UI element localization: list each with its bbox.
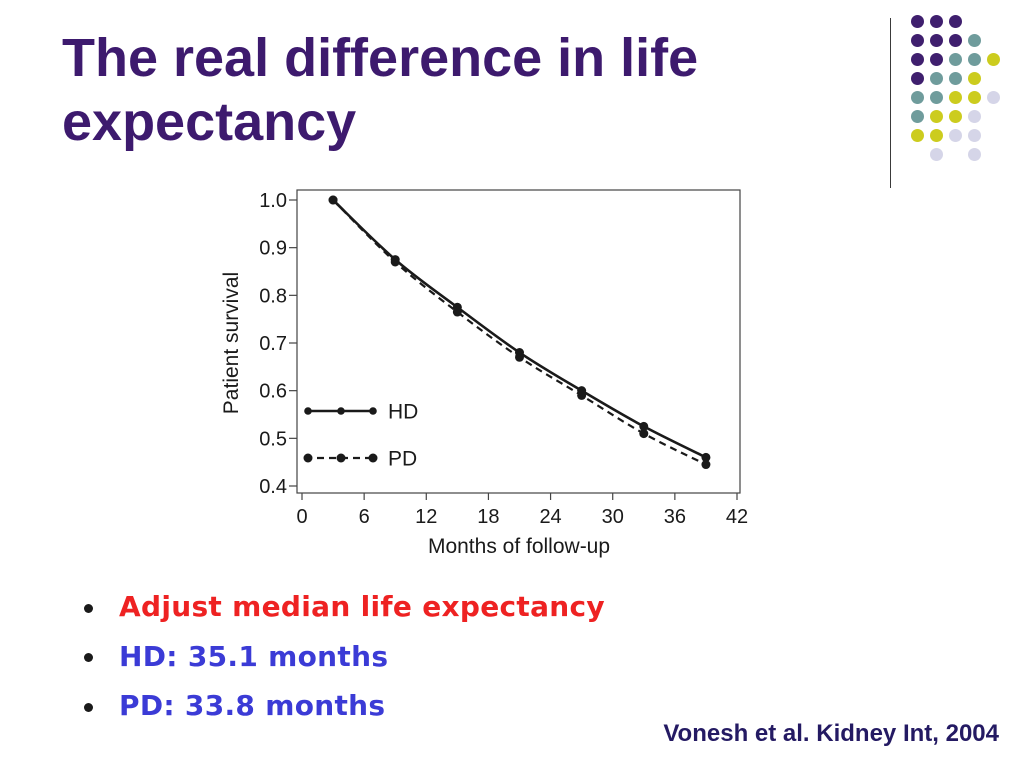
pd-line <box>332 199 707 466</box>
decor-dot <box>968 110 981 123</box>
decor-dot <box>968 34 981 47</box>
y-tick-label: 0.9 <box>259 238 287 260</box>
decor-dot <box>968 129 981 142</box>
decor-dot <box>930 148 943 161</box>
bullet-item: Adjust median life expectancy <box>0 590 800 624</box>
decor-dot <box>930 91 943 104</box>
decor-dot <box>930 110 943 123</box>
pd-point <box>390 257 400 267</box>
x-axis-label: Months of follow-up <box>428 535 610 558</box>
pd-point <box>515 352 524 362</box>
legend-pd-label: PD <box>388 448 417 471</box>
decor-dot <box>911 129 924 142</box>
decor-dot <box>911 15 924 28</box>
decor-dot <box>949 110 962 123</box>
decor-dot <box>930 129 943 142</box>
decor-dot <box>949 91 962 104</box>
decor-dots <box>911 15 1006 167</box>
bullet-icon <box>84 702 93 712</box>
decor-dot <box>949 53 962 66</box>
bullet-list: Adjust median life expectancy HD: 35.1 m… <box>0 590 800 739</box>
decor-dot <box>968 148 981 161</box>
pd-point <box>639 429 649 439</box>
survival-chart: Patient survival Months of follow-up 0.4… <box>220 189 748 558</box>
plot-frame <box>296 189 741 494</box>
decor-dot <box>930 15 943 28</box>
bullet-icon <box>84 603 93 613</box>
bullet-text: Adjust median life expectancy <box>119 590 605 623</box>
decor-dot <box>930 72 943 85</box>
legend-pd-marker <box>303 453 313 463</box>
decor-dot <box>930 34 943 47</box>
hd-point <box>639 421 649 431</box>
bullet-item: HD: 35.1 months <box>0 640 800 674</box>
legend-pd-marker <box>368 453 378 463</box>
divider <box>890 18 891 188</box>
legend-hd-marker <box>304 407 312 415</box>
decor-dot <box>949 72 962 85</box>
y-tick-label: 0.8 <box>259 285 287 307</box>
legend-hd-marker <box>369 407 377 415</box>
legend-hd-label: HD <box>388 401 418 424</box>
y-tick-label: 0.4 <box>259 476 287 498</box>
decor-dot <box>949 34 962 47</box>
y-tick-label: 0.7 <box>259 333 287 355</box>
legend-pd-marker <box>336 453 346 463</box>
x-tick-label: 24 <box>539 506 561 528</box>
legend-hd-marker <box>337 407 345 415</box>
decor-dot <box>968 91 981 104</box>
y-tick-label: 0.6 <box>259 381 287 403</box>
x-tick-label: 12 <box>415 506 437 528</box>
decor-dot <box>968 72 981 85</box>
bullet-text: HD: 35.1 months <box>119 639 389 673</box>
decor-dot <box>968 53 981 66</box>
pd-point <box>577 390 587 400</box>
x-tick-label: 6 <box>359 506 370 528</box>
decor-dot <box>987 91 1000 104</box>
pd-point <box>452 307 462 317</box>
y-axis-label: Patient survival <box>220 272 243 414</box>
decor-dot <box>911 110 924 123</box>
x-tick-label: 0 <box>296 506 307 528</box>
bullet-text: PD: 33.8 months <box>119 689 386 722</box>
decor-dot <box>949 129 962 142</box>
x-tick-label: 42 <box>726 506 748 528</box>
decor-dot <box>930 53 943 66</box>
bullet-item: PD: 33.8 months <box>0 689 800 723</box>
y-tick-label: 1.0 <box>259 190 287 212</box>
x-tick-label: 36 <box>664 506 686 528</box>
decor-dot <box>911 34 924 47</box>
pd-point <box>701 460 711 470</box>
y-tick-label: 0.5 <box>259 428 287 450</box>
decor-dot <box>911 72 924 85</box>
x-tick-label: 18 <box>477 506 499 528</box>
decor-dot <box>911 53 924 66</box>
decor-dot <box>911 91 924 104</box>
slide-title: The real difference in life expectancy <box>62 28 699 152</box>
decor-dot <box>949 15 962 28</box>
pd-point <box>328 195 338 205</box>
x-tick-label: 30 <box>602 506 624 528</box>
hd-point <box>701 452 711 462</box>
decor-dot <box>987 53 1000 66</box>
citation: Vonesh et al. Kidney Int, 2004 <box>663 720 999 747</box>
bullet-icon <box>84 653 93 662</box>
